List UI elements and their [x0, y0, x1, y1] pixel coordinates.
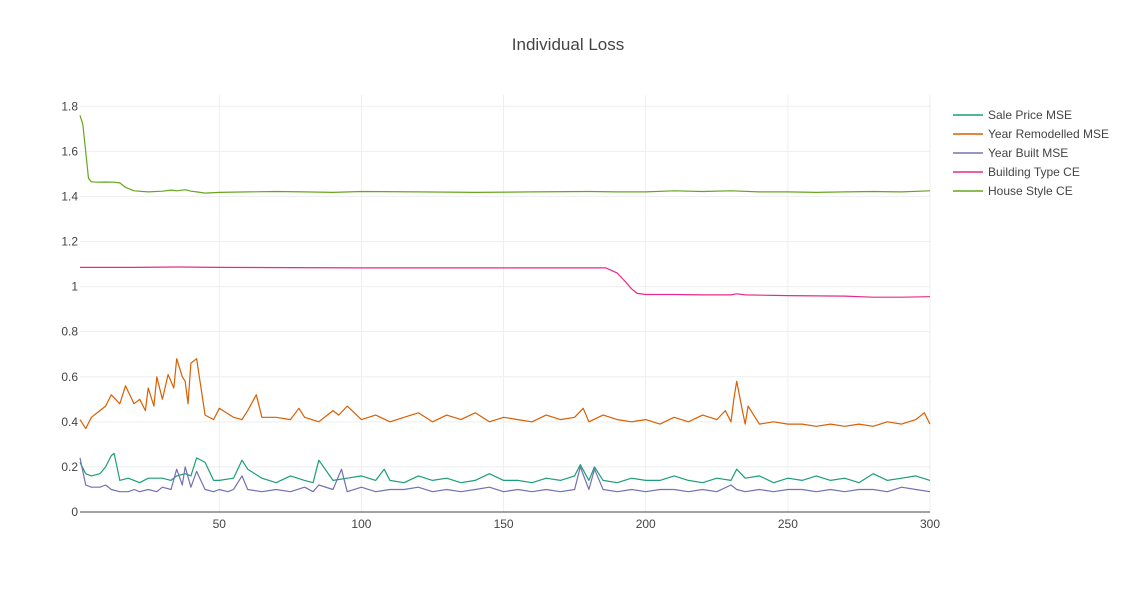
y-tick-label: 0 [71, 505, 78, 519]
legend-item-year-built-mse[interactable]: Year Built MSE [953, 146, 1068, 160]
legend-label: Sale Price MSE [988, 108, 1072, 122]
legend-label: Year Remodelled MSE [988, 127, 1109, 141]
y-tick-label: 0.4 [61, 415, 78, 429]
y-tick-label: 0.2 [61, 460, 78, 474]
legend[interactable]: Sale Price MSE Year Remodelled MSE Year Bu… [953, 108, 1109, 198]
axes: 0 0.2 0.4 0.6 0.8 1 1.2 1.4 1.6 1.8 50 100 150 200 250… [61, 99, 940, 531]
x-tick-label: 50 [213, 517, 227, 531]
series-lines [79, 115, 931, 493]
series-line-year-built-mse [79, 457, 931, 493]
y-tick-label: 1.4 [61, 189, 78, 203]
series-line-sale-price-mse [79, 452, 931, 484]
y-tick-label: 0.8 [61, 325, 78, 339]
grid [80, 95, 931, 512]
x-tick-label: 250 [778, 517, 798, 531]
x-tick-label: 100 [351, 517, 371, 531]
legend-item-house-style-ce[interactable]: House Style CE [953, 184, 1073, 198]
y-tick-label: 0.6 [61, 370, 78, 384]
series-line-year-remodelled-mse [79, 358, 931, 430]
legend-label: Year Built MSE [988, 146, 1068, 160]
legend-item-year-remodelled-mse[interactable]: Year Remodelled MSE [953, 127, 1109, 141]
series-line-house-style-ce [79, 115, 931, 194]
chart-title: Individual Loss [512, 35, 624, 54]
y-tick-label: 1.2 [61, 235, 78, 249]
y-tick-label: 1.8 [61, 99, 78, 113]
y-tick-label: 1.6 [61, 144, 78, 158]
legend-item-sale-price-mse[interactable]: Sale Price MSE [953, 108, 1072, 122]
legend-label: House Style CE [988, 184, 1073, 198]
x-tick-label: 150 [494, 517, 514, 531]
legend-item-building-type-ce[interactable]: Building Type CE [953, 165, 1080, 179]
x-tick-label: 300 [920, 517, 940, 531]
legend-label: Building Type CE [988, 165, 1080, 179]
y-tick-label: 1 [71, 280, 78, 294]
x-tick-label: 200 [636, 517, 656, 531]
series-line-building-type-ce [80, 266, 931, 298]
